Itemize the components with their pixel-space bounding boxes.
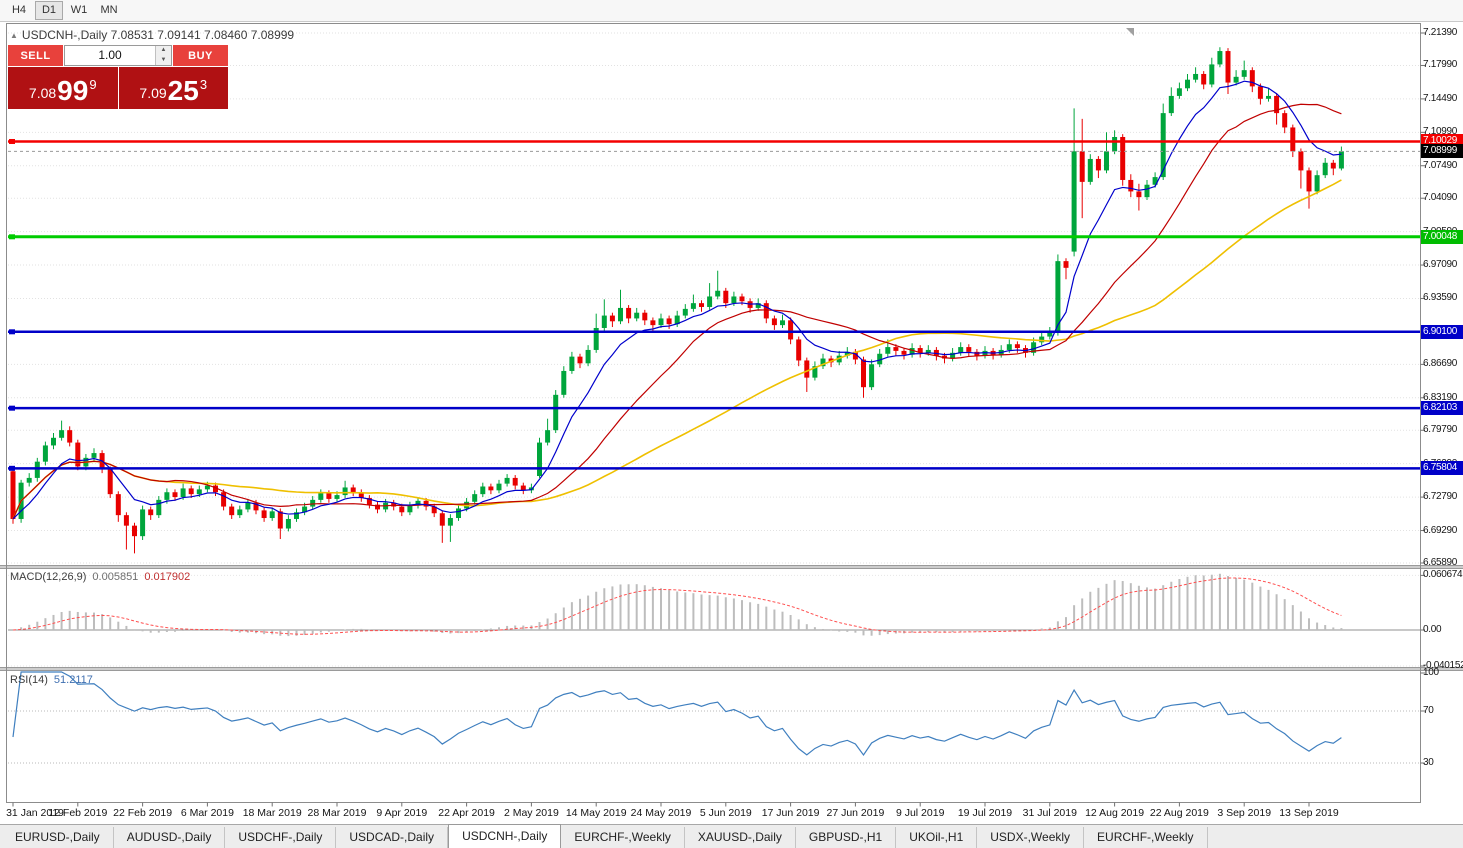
date-axis-label: 19 Jul 2019 (957, 807, 1013, 819)
spinner-up-icon[interactable]: ▲ (156, 46, 171, 56)
spinner-down-icon[interactable]: ▼ (156, 55, 171, 65)
volume-value[interactable]: 1.00 (98, 48, 122, 62)
timeframe-button-d1[interactable]: D1 (35, 1, 63, 20)
date-axis-label: 22 Apr 2019 (438, 807, 495, 819)
date-axis-label: 27 Jun 2019 (826, 807, 885, 819)
macd-axis-label: 0.00 (1423, 624, 1442, 635)
chart-title: ▲ USDCNH-,Daily 7.08531 7.09141 7.08460 7… (10, 28, 294, 42)
one-click-trading-panel: SELL 1.00 ▲ ▼ BUY 7.08 99 9 7.09 25 3 (8, 45, 228, 109)
buy-price-pips: 25 (167, 75, 199, 106)
chart-tab-usdchf-daily[interactable]: USDCHF-,Daily (225, 827, 337, 848)
macd-indicator-label: MACD(12,26,9) 0.005851 0.017902 (10, 571, 190, 583)
chart-tab-eurchf-weekly[interactable]: EURCHF-,Weekly (561, 827, 685, 848)
macd-name: MACD(12,26,9) (10, 571, 87, 583)
price-axis-label: 6.97090 (1423, 259, 1458, 271)
date-axis-label: 13 Sep 2019 (1279, 807, 1339, 819)
date-axis-label: 12 Feb 2019 (48, 807, 108, 819)
price-badge: 6.90100 (1421, 324, 1463, 339)
price-axis-label: 6.86690 (1423, 358, 1458, 370)
timeframe-button-h4[interactable]: H4 (11, 4, 27, 16)
price-axis-label: 6.69290 (1423, 524, 1458, 536)
sell-price-pips: 99 (57, 75, 89, 106)
price-axis-label: 6.93590 (1423, 292, 1458, 304)
price-axis-label: 6.72790 (1423, 491, 1458, 503)
date-axis-label: 14 May 2019 (565, 807, 627, 819)
date-axis-label: 17 Jun 2019 (761, 807, 820, 819)
buy-price-prefix: 7.09 (139, 85, 167, 101)
macd-axis-label: -0.040152 (1423, 660, 1463, 671)
rsi-value: 51.2117 (53, 674, 93, 686)
chart-tab-xauusd-daily[interactable]: XAUUSD-,Daily (684, 827, 796, 848)
chart-tab-usdcad-daily[interactable]: USDCAD-,Daily (336, 827, 449, 848)
price-axis-label: 7.04090 (1423, 192, 1458, 204)
macd-main-value: 0.005851 (92, 571, 139, 583)
sell-price-point: 9 (89, 77, 97, 92)
price-axis-label: 7.07490 (1423, 159, 1458, 171)
timeframe-button-w1[interactable]: W1 (70, 4, 88, 16)
date-axis-label: 9 Jul 2019 (895, 807, 945, 819)
timeframe-toolbar: H4 D1 W1 MN (0, 0, 1463, 22)
price-axis-label: 7.21390 (1423, 27, 1458, 38)
price-axis-label: 7.17990 (1423, 59, 1458, 71)
date-axis-label: 31 Jul 2019 (1022, 807, 1077, 819)
rsi-name: RSI(14) (10, 674, 48, 686)
price-axis-label: 6.83190 (1423, 391, 1458, 403)
rsi-axis-label: 70 (1423, 705, 1434, 716)
sell-button[interactable]: SELL (8, 45, 63, 66)
price-axis-label: 6.79790 (1423, 424, 1458, 436)
collapse-triangle-icon[interactable]: ▲ (10, 31, 18, 40)
price-badge: 6.82103 (1421, 401, 1463, 416)
chart-tab-audusd-daily[interactable]: AUDUSD-,Daily (113, 827, 226, 848)
chart-tab-ukoil-h1[interactable]: UKOil-,H1 (896, 827, 978, 848)
chart-tab-eurchf-weekly[interactable]: EURCHF-,Weekly (1084, 827, 1208, 848)
chart-shift-marker-icon (1126, 28, 1134, 36)
macd-signal-value: 0.017902 (144, 571, 191, 583)
volume-field[interactable]: 1.00 ▲ ▼ (64, 45, 172, 66)
date-axis-label: 24 May 2019 (630, 807, 692, 819)
price-axis-label: 7.14490 (1423, 92, 1458, 104)
date-axis-label: 2 May 2019 (503, 807, 559, 819)
chart-title-text: USDCNH-,Daily 7.08531 7.09141 7.08460 7.… (21, 28, 295, 42)
date-axis-label: 5 Jun 2019 (699, 807, 752, 819)
date-axis-label: 31 Jan 2019 (6, 807, 64, 819)
date-axis-label: 6 Mar 2019 (180, 807, 234, 819)
chart-tabs-bar: EURUSD-,Daily AUDUSD-,Daily USDCHF-,Daily U… (0, 824, 1463, 848)
date-axis-label: 12 Aug 2019 (1085, 807, 1145, 819)
chart-tab-usdx-weekly[interactable]: USDX-,Weekly (977, 827, 1085, 848)
chart-tab-eurusd-daily[interactable]: EURUSD-,Daily (2, 827, 114, 848)
price-badge: 6.75804 (1421, 461, 1463, 476)
date-axis-label: 3 Sep 2019 (1217, 807, 1272, 819)
macd-axis-label: 0.060674 (1423, 569, 1463, 581)
buy-button[interactable]: BUY (173, 45, 228, 66)
date-axis-label: 22 Feb 2019 (113, 807, 173, 819)
price-badge: 7.08999 (1421, 144, 1463, 159)
rsi-axis-label: 100 (1423, 667, 1439, 678)
date-axis-label: 22 Aug 2019 (1149, 807, 1209, 819)
price-badge: 7.00048 (1421, 229, 1463, 244)
buy-price-button[interactable]: 7.09 25 3 (118, 67, 228, 109)
rsi-axis-label: 30 (1423, 757, 1434, 768)
sell-price-prefix: 7.08 (28, 85, 57, 101)
rsi-indicator-label: RSI(14) 51.2117 (10, 674, 93, 686)
chart-tab-usdcnh-daily[interactable]: USDCNH-,Daily (448, 824, 562, 848)
buy-price-point: 3 (199, 77, 208, 92)
sell-price-button[interactable]: 7.08 99 9 (8, 67, 118, 109)
date-axis-label: 18 Mar 2019 (242, 807, 302, 819)
date-axis-label: 28 Mar 2019 (307, 807, 367, 819)
date-axis-label: 9 Apr 2019 (376, 807, 428, 819)
chart-tab-gbpusd-h1[interactable]: GBPUSD-,H1 (795, 827, 897, 848)
volume-spinner[interactable]: ▲ ▼ (155, 46, 171, 65)
timeframe-button-mn[interactable]: MN (100, 4, 118, 16)
price-axis-label: 7.10990 (1423, 126, 1458, 138)
price-axis-label: 6.65890 (1423, 556, 1458, 568)
